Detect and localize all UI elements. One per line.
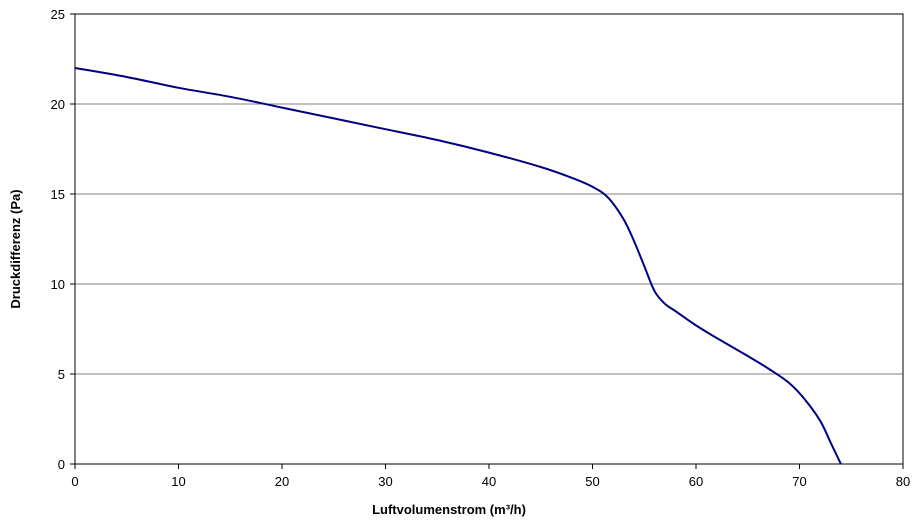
plot-area-frame [74, 13, 904, 465]
x-tick-label: 40 [482, 474, 496, 489]
x-tick-label: 80 [896, 474, 910, 489]
y-tick-label: 25 [51, 7, 65, 22]
y-tick-label: 15 [51, 187, 65, 202]
y-axis-title: Druckdifferenz (Pa) [8, 189, 23, 308]
y-axis-ticks: 0 5 10 15 20 25 [51, 7, 75, 472]
x-axis-ticks: 0 10 20 30 40 50 60 70 80 [71, 464, 910, 489]
x-tick-label: 50 [585, 474, 599, 489]
x-tick-label: 0 [71, 474, 78, 489]
x-tick-label: 30 [378, 474, 392, 489]
y-tick-label: 0 [58, 457, 65, 472]
y-tick-label: 5 [58, 367, 65, 382]
x-axis-title: Luftvolumenstrom (m³/h) [372, 502, 526, 517]
x-tick-label: 20 [275, 474, 289, 489]
x-tick-label: 70 [792, 474, 806, 489]
gridlines [75, 103, 903, 375]
x-tick-label: 60 [689, 474, 703, 489]
series-line [74, 67, 842, 465]
y-tick-label: 20 [51, 97, 65, 112]
x-tick-label: 10 [171, 474, 185, 489]
y-tick-label: 10 [51, 277, 65, 292]
